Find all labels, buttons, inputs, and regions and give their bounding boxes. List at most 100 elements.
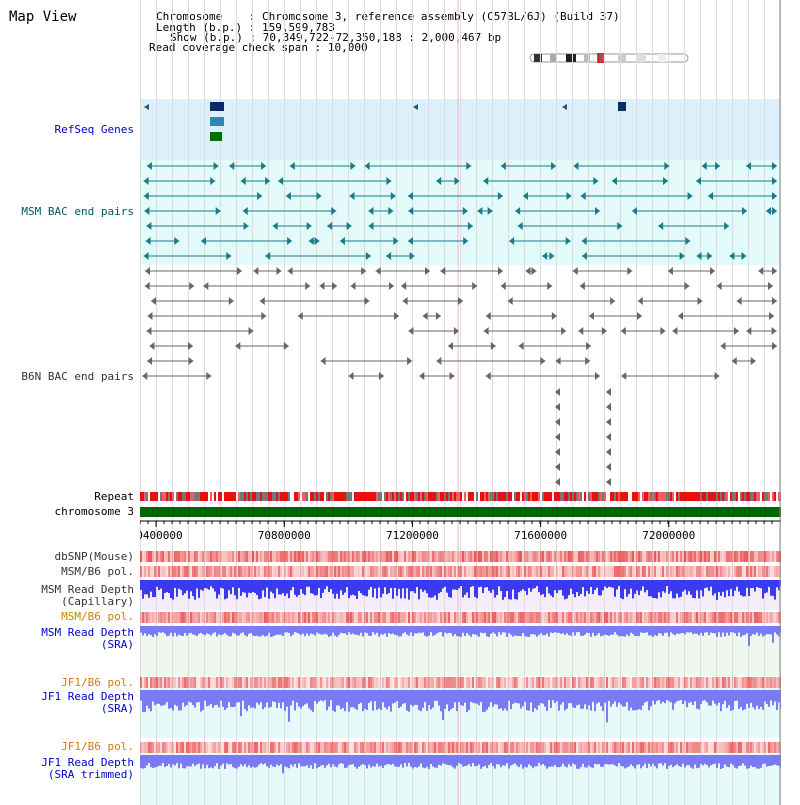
jf1-sra-depth: [200, 690, 202, 712]
msm-pol2-seg: [656, 612, 658, 623]
show-label: Show (b.p.): [170, 31, 243, 44]
jf1-sra-depth: [440, 690, 442, 712]
repeat-seg: [496, 492, 498, 501]
msm-cap-depth: [510, 580, 512, 600]
jf1-pol2-seg: [142, 742, 144, 753]
jf1-sra-depth: [740, 690, 742, 708]
msm-sra-depth: [278, 626, 280, 635]
jf1-sra-depth: [698, 690, 700, 710]
jf1-sra-depth: [608, 690, 610, 701]
jf1-trim-depth: [596, 755, 598, 765]
chromosome-ideogram[interactable]: [528, 53, 690, 63]
jf1-pol-seg: [590, 677, 592, 688]
msm-pol-seg: [496, 566, 498, 577]
jf1-trim-depth: [552, 755, 554, 767]
jf1-trim-depth: [544, 755, 546, 766]
repeat-seg: [438, 492, 440, 501]
repeat-seg: [392, 492, 394, 501]
repeat-seg: [702, 492, 704, 501]
dbsnp-seg: [658, 551, 660, 562]
tracks-canvas[interactable]: 7040000070800000712000007160000072000000: [140, 0, 781, 805]
dbsnp-seg: [410, 551, 412, 562]
repeat-seg: [694, 492, 696, 501]
msm-sra-depth: [644, 626, 646, 633]
jf1-pol2-seg: [526, 742, 528, 753]
jf1-sra-depth: [464, 690, 466, 703]
jf1-trim-depth: [704, 755, 706, 764]
msm-sra-depth: [574, 626, 576, 636]
msm-pol2-seg: [544, 612, 546, 623]
msm-pol-seg: [754, 566, 756, 577]
jf1-pol-seg: [318, 677, 320, 688]
msm-pol-seg: [594, 566, 596, 577]
jf1-pol-seg: [236, 677, 238, 688]
jf1-pol2-seg: [734, 742, 736, 753]
repeat-seg: [214, 492, 216, 501]
dbsnp-seg: [176, 551, 178, 562]
msm-cap-depth: [694, 580, 696, 599]
msm-cap-depth: [776, 580, 778, 588]
msm-pol2-seg: [550, 612, 552, 623]
msm-sra-depth: [408, 626, 410, 636]
msm-cap-depth: [712, 580, 714, 596]
dbsnp-seg: [662, 551, 664, 562]
jf1-pol-seg: [334, 677, 336, 688]
msm-sra-depth: [690, 626, 692, 633]
msm-sra-depth: [586, 626, 588, 633]
jf1-pol2-seg: [368, 742, 370, 753]
repeat-seg: [520, 492, 522, 501]
msm-pol-seg: [638, 566, 640, 577]
msm-pol-seg: [540, 566, 542, 577]
dbsnp-seg: [288, 551, 290, 562]
jf1-trim-depth: [710, 755, 712, 766]
jf1-pol-seg: [484, 677, 486, 688]
dbsnp-seg: [436, 551, 438, 562]
repeat-seg: [584, 492, 586, 501]
msm-pol2-seg: [644, 612, 646, 623]
dbsnp-seg: [694, 551, 696, 562]
msm-pol-seg: [384, 566, 386, 577]
jf1-pol-seg: [502, 677, 504, 688]
msm-pol2-seg: [600, 612, 602, 623]
jf1-pol-seg: [726, 677, 728, 688]
msm-pol-seg: [542, 566, 544, 577]
msm-cap-depth: [622, 580, 624, 600]
jf1-sra-depth: [500, 690, 502, 709]
msm-sra-depth: [144, 626, 146, 634]
msm-pol2-seg: [668, 612, 670, 623]
b6n-pair-end: [348, 372, 354, 380]
msm-pol-seg: [610, 566, 612, 577]
b6n-pair-end: [578, 327, 584, 335]
msm-pol2-seg: [582, 612, 584, 623]
msm-pol2-seg: [722, 612, 724, 623]
b6n-pair-end: [733, 327, 739, 335]
repeat-seg: [148, 492, 150, 501]
msm-pol2-seg: [440, 612, 442, 623]
b6n-pair-end: [147, 357, 153, 365]
map-panel[interactable]: 7040000070800000712000007160000072000000: [140, 0, 781, 805]
jf1-pol2-seg: [462, 742, 464, 753]
repeat-seg: [146, 492, 148, 501]
msm-cap-depth: [540, 580, 542, 596]
jf1-trim-depth: [646, 755, 648, 769]
jf1-pol-seg: [492, 677, 494, 688]
repeat-seg: [556, 492, 558, 501]
msm-pol-seg: [168, 566, 170, 577]
jf1-sra-depth: [436, 690, 438, 701]
jf1-trim-depth: [518, 755, 520, 768]
repeat-seg: [342, 492, 344, 501]
msm-sra-depth: [402, 626, 404, 634]
jf1-sra-depth: [578, 690, 580, 705]
jf1-pol2-seg: [624, 742, 626, 753]
msm-cap-depth: [384, 580, 386, 588]
msm-pol-seg: [662, 566, 664, 577]
b6n-pair-end: [572, 267, 578, 275]
jf1-trim-depth: [434, 755, 436, 768]
msm-pol2-seg: [196, 612, 198, 623]
jf1-sra-depth: [458, 690, 460, 702]
jf1-pol-seg: [190, 677, 192, 688]
jf1-trim-depth: [326, 755, 328, 766]
msm-sra-depth: [378, 626, 380, 637]
msm-pol2-seg: [188, 612, 190, 623]
jf1-pol2-seg: [176, 742, 178, 753]
